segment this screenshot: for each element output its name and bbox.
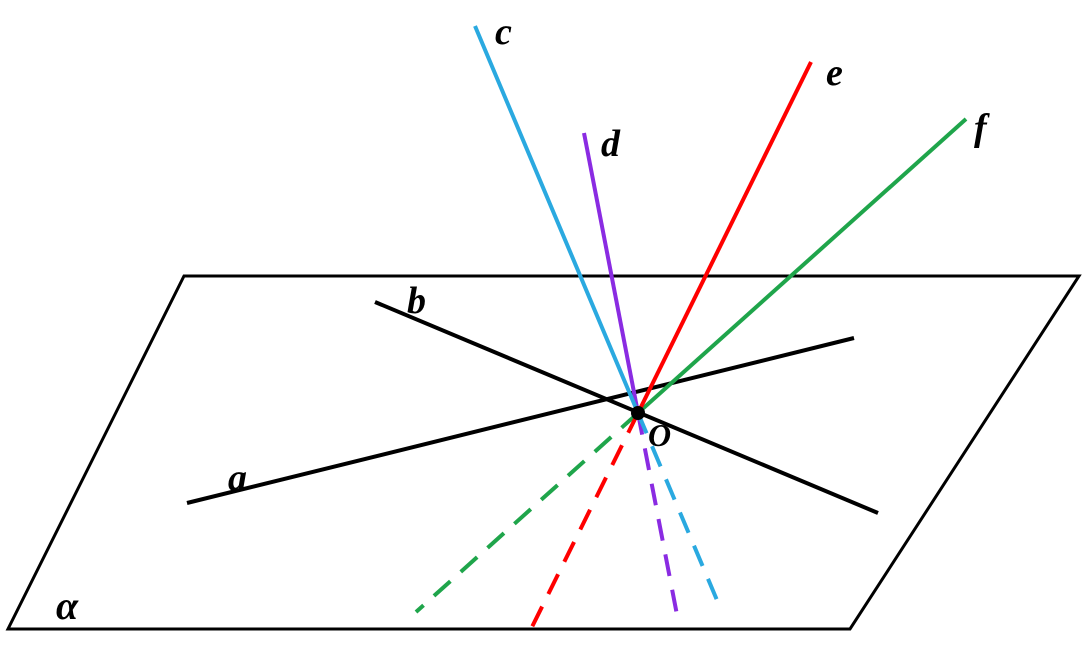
- label-b: b: [407, 280, 426, 322]
- line-e-dashed: [530, 413, 638, 631]
- label-a: a: [228, 457, 247, 499]
- line-e-solid: [638, 62, 811, 413]
- line-f-solid: [638, 119, 966, 413]
- geometry-diagram: α O a b c d e f: [0, 0, 1086, 662]
- line-d-solid: [584, 133, 638, 413]
- label-d: d: [601, 123, 621, 165]
- label-c: c: [495, 11, 512, 53]
- line-f-dashed: [416, 413, 638, 612]
- label-e: e: [826, 52, 843, 94]
- line-b: [375, 302, 878, 513]
- label-alpha: α: [56, 583, 79, 628]
- label-f: f: [974, 107, 990, 149]
- label-o: O: [648, 417, 671, 453]
- point-o: [631, 406, 645, 420]
- plane-alpha: [8, 276, 1079, 629]
